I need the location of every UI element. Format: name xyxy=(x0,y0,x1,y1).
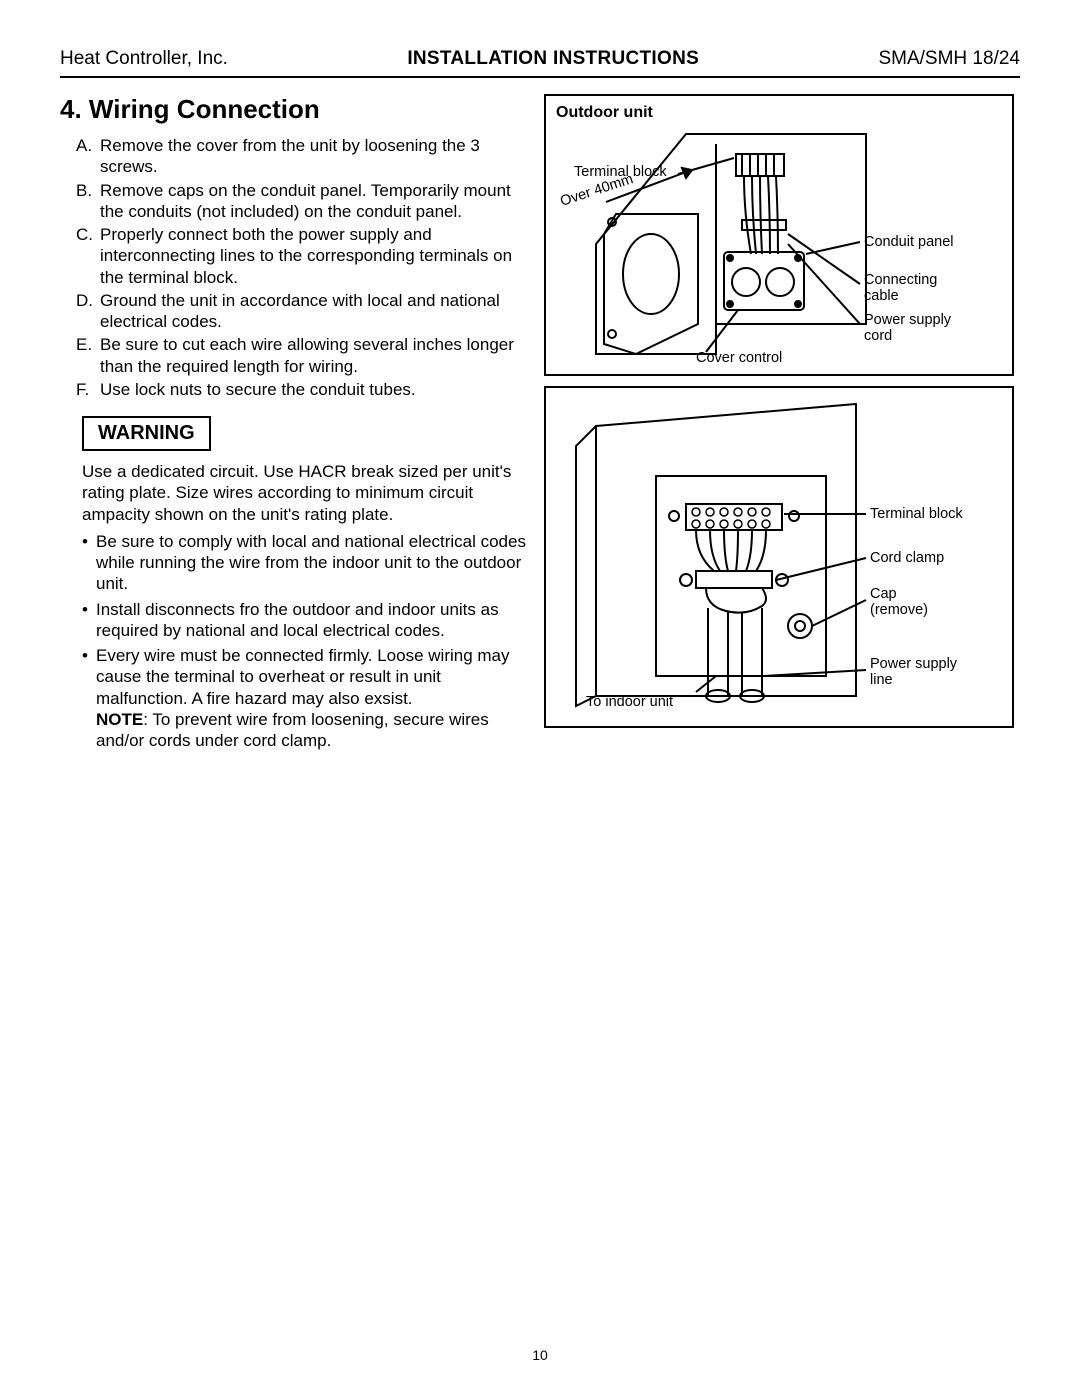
step-item: E.Be sure to cut each wire allowing seve… xyxy=(100,334,530,377)
step-item: F.Use lock nuts to secure the conduit tu… xyxy=(100,379,530,400)
fig1-label-psc2: cord xyxy=(864,328,892,344)
step-letter: B. xyxy=(76,180,92,201)
page-number: 10 xyxy=(0,1347,1080,1363)
step-letter: E. xyxy=(76,334,92,355)
figure-terminal-detail: Terminal block Cord clamp Cap (remove) P… xyxy=(544,386,1014,728)
section-title: 4. Wiring Connection xyxy=(60,94,530,125)
step-letter: A. xyxy=(76,135,92,156)
fig2-label-terminal: Terminal block xyxy=(870,506,963,522)
step-text: Be sure to cut each wire allowing severa… xyxy=(100,335,514,375)
fig1-label-psc1: Power supply xyxy=(864,312,952,328)
step-letter: F. xyxy=(76,379,89,400)
warning-bullet: Every wire must be connected firmly. Loo… xyxy=(96,645,530,751)
header-center: INSTALLATION INSTRUCTIONS xyxy=(407,48,699,70)
warning-bullets: Be sure to comply with local and nationa… xyxy=(60,531,530,752)
figure-outdoor-unit: Outdoor unit xyxy=(544,94,1014,376)
fig1-label-connecting1: Connecting xyxy=(864,272,937,288)
header-right: SMA/SMH 18/24 xyxy=(878,48,1020,70)
fig2-label-psl2: line xyxy=(870,672,893,688)
step-text: Use lock nuts to secure the conduit tube… xyxy=(100,380,416,399)
warning-bullet-text: Every wire must be connected firmly. Loo… xyxy=(96,646,510,708)
step-text: Remove the cover from the unit by loosen… xyxy=(100,136,480,176)
fig1-label-connecting2: cable xyxy=(864,288,899,304)
fig2-label-clamp: Cord clamp xyxy=(870,550,944,566)
content-row: 4. Wiring Connection A. Remove the cover … xyxy=(60,94,1020,755)
fig2-label-cap1: Cap xyxy=(870,586,897,602)
step-item: D.Ground the unit in accordance with loc… xyxy=(100,290,530,333)
warning-intro: Use a dedicated circuit. Use HACR break … xyxy=(60,461,530,525)
step-text: Ground the unit in accordance with local… xyxy=(100,291,500,331)
warning-bullet: Be sure to comply with local and nationa… xyxy=(96,531,530,595)
fig2-label-indoor: To indoor unit xyxy=(586,694,673,710)
fig2-label-cap2: (remove) xyxy=(870,602,928,618)
section-name: Wiring Connection xyxy=(89,94,320,124)
note-label: NOTE xyxy=(96,710,143,729)
step-list: A. Remove the cover from the unit by loos… xyxy=(60,135,530,400)
step-text: Properly connect both the power supply a… xyxy=(100,225,512,287)
figure1-svg: Terminal block Over 40mm Conduit panel C… xyxy=(556,124,1002,364)
page-header: Heat Controller, Inc. INSTALLATION INSTR… xyxy=(60,48,1020,78)
step-item: C.Properly connect both the power supply… xyxy=(100,224,530,288)
step-letter: C. xyxy=(76,224,93,245)
step-text: Remove caps on the conduit panel. Tempor… xyxy=(100,181,511,221)
step-letter: D. xyxy=(76,290,93,311)
header-left: Heat Controller, Inc. xyxy=(60,48,228,70)
figure2-svg: Terminal block Cord clamp Cap (remove) P… xyxy=(556,396,1002,716)
fig2-label-psl1: Power supply xyxy=(870,656,958,672)
note-text: : To prevent wire from loosening, secure… xyxy=(96,710,489,750)
warning-bullet: Install disconnects fro the outdoor and … xyxy=(96,599,530,642)
right-column: Outdoor unit xyxy=(544,94,1014,755)
left-column: 4. Wiring Connection A. Remove the cover … xyxy=(60,94,530,755)
warning-box: WARNING xyxy=(82,416,211,451)
step-item: B.Remove caps on the conduit panel. Temp… xyxy=(100,180,530,223)
section-number: 4. xyxy=(60,94,82,124)
fig1-label-conduit: Conduit panel xyxy=(864,234,954,250)
fig1-label-cover: Cover control xyxy=(696,350,782,364)
figure1-title: Outdoor unit xyxy=(556,104,1002,122)
step-item: A.Remove the cover from the unit by loos… xyxy=(100,135,530,178)
